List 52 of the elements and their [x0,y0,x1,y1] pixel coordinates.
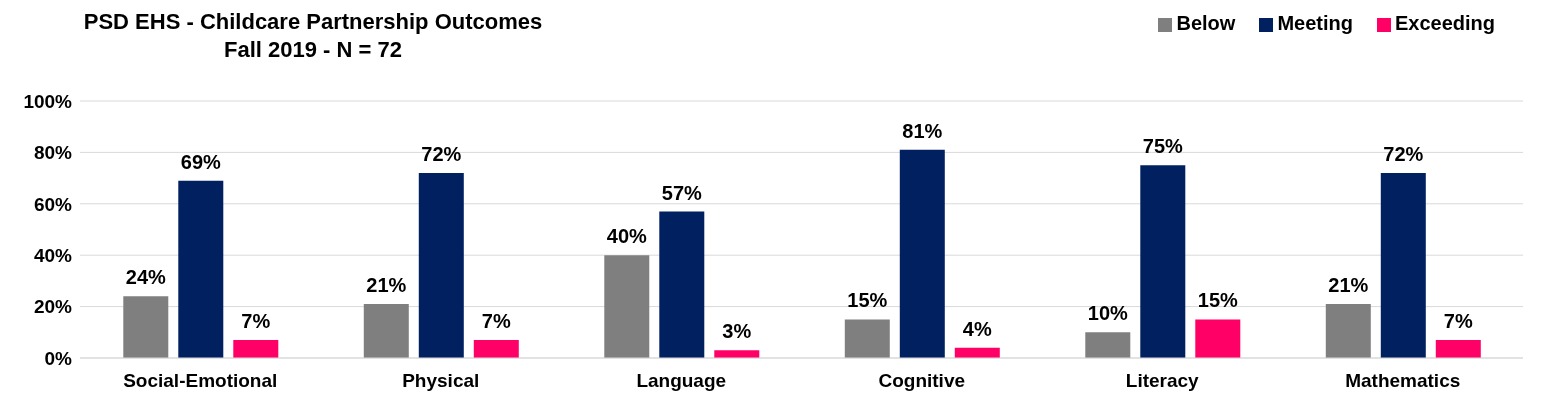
bar [1140,165,1186,358]
data-label: 15% [847,289,888,312]
data-label: 69% [180,150,222,173]
y-tick-label: 0% [44,347,73,369]
data-label: 40% [606,225,648,248]
data-label: 21% [1328,274,1369,297]
data-label: 72% [421,142,462,165]
data-label: 15% [1197,289,1239,312]
legend-label: Below [1176,12,1236,34]
x-tick-label: Language [636,370,727,392]
data-label: 4% [962,317,992,340]
data-label: 3% [722,320,752,343]
bar [899,149,945,358]
x-tick-label: Literacy [1125,370,1200,392]
bar [123,296,169,358]
bar [1325,304,1371,358]
y-tick-label: 60% [33,193,73,215]
bar [1195,319,1241,358]
x-tick-label: Cognitive [878,370,966,392]
chart-subtitle: Fall 2019 - N = 72 [223,36,403,64]
data-label: 57% [661,181,703,204]
data-label: 7% [481,310,511,333]
data-label: 7% [241,310,271,333]
bar [418,172,464,358]
data-label: 7% [1443,310,1473,333]
bar [233,340,279,358]
y-tick-label: 80% [33,142,73,164]
data-label: 81% [902,119,943,142]
data-label: 72% [1383,142,1424,165]
bar [604,255,650,358]
bar [1380,172,1426,358]
bar [1085,332,1131,358]
bar [363,304,409,358]
data-label: 21% [366,274,407,297]
data-label: 75% [1142,135,1184,158]
bar [714,350,760,358]
legend-label: Meeting [1277,12,1353,34]
x-tick-label: Physical [402,370,480,392]
data-label: 24% [125,266,167,289]
bar [1435,340,1481,358]
chart-title: PSD EHS - Childcare Partnership Outcomes [82,8,544,36]
y-tick-label: 40% [33,244,73,266]
bar [178,180,224,358]
data-label: 10% [1087,302,1129,325]
x-tick-label: Mathematics [1345,370,1461,392]
bar [473,340,519,358]
x-tick-label: Social-Emotional [123,370,278,392]
bar [659,211,705,358]
y-tick-label: 100% [23,90,73,112]
bar [844,319,890,358]
legend-label: Exceeding [1394,12,1495,34]
y-tick-label: 20% [33,296,73,318]
